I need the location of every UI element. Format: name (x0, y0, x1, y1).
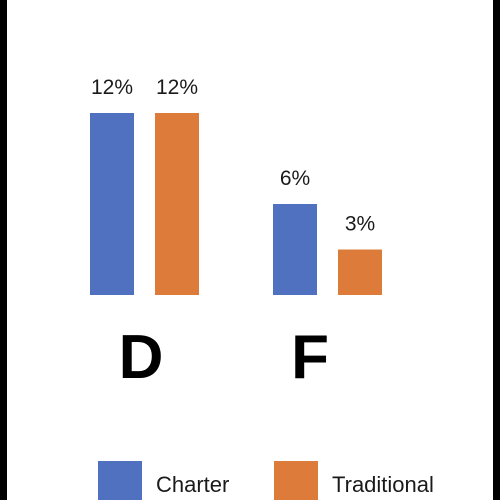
category-label-d: D (119, 323, 164, 392)
legend-label-charter: Charter (156, 472, 229, 497)
legend-swatch-charter (98, 461, 142, 500)
data-label-charter-d: 12% (91, 76, 133, 99)
data-label-traditional-d: 12% (156, 76, 198, 99)
category-label-f: F (291, 323, 329, 392)
data-label-charter-f: 6% (280, 167, 310, 190)
legend-swatch-traditional (274, 461, 318, 500)
data-labels-layer: 12% 12% 6% 3% (91, 76, 375, 236)
legend: Charter Traditional (98, 461, 434, 500)
bars-layer (90, 113, 382, 295)
bar-traditional-f (338, 249, 382, 295)
bar-traditional-d (155, 113, 199, 295)
data-label-traditional-f: 3% (345, 213, 375, 236)
legend-label-traditional: Traditional (332, 472, 434, 497)
bar-charter-d (90, 113, 134, 295)
bar-charter-f (273, 204, 317, 295)
